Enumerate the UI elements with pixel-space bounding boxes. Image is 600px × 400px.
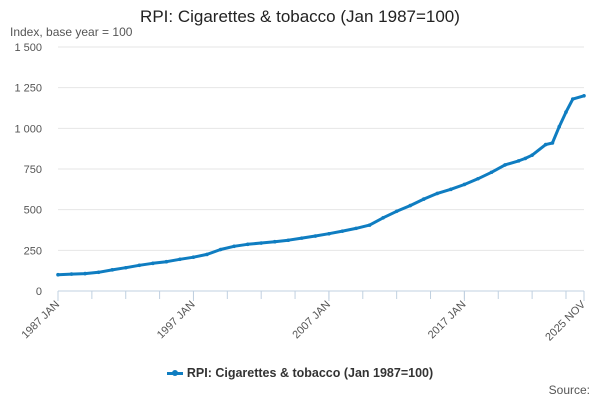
legend-label: RPI: Cigarettes & tobacco (Jan 1987=100): [186, 366, 434, 380]
data-point-0-0[interactable]: [56, 272, 60, 277]
data-point-0-34[interactable]: [516, 159, 521, 163]
data-point-0-42[interactable]: [582, 94, 586, 98]
data-point-0-1[interactable]: [69, 272, 74, 276]
data-point-0-30[interactable]: [462, 182, 467, 187]
data-point-0-5[interactable]: [123, 265, 128, 270]
data-point-0-24[interactable]: [381, 216, 385, 220]
data-point-0-28[interactable]: [435, 191, 440, 196]
data-point-0-23[interactable]: [367, 223, 372, 227]
y-tick-label-6: 1 500: [14, 42, 42, 54]
data-point-0-26[interactable]: [408, 203, 413, 208]
legend[interactable]: RPI: Cigarettes & tobacco (Jan 1987=100): [0, 366, 600, 380]
y-tick-label-3: 750: [24, 164, 42, 176]
data-point-0-6[interactable]: [137, 263, 142, 268]
y-axis-ticks: 0 250 500 750 1 000 1 250 1 500: [14, 42, 42, 298]
data-point-0-14[interactable]: [245, 242, 250, 247]
data-point-0-25[interactable]: [394, 209, 399, 214]
data-point-0-31[interactable]: [476, 176, 480, 181]
y-tick-label-5: 1 250: [14, 83, 42, 95]
legend-swatch: [166, 370, 183, 377]
x-tick-label-3: 2017 JAN: [426, 299, 469, 342]
data-point-0-39[interactable]: [557, 124, 562, 129]
data-point-0-33[interactable]: [503, 163, 507, 167]
x-tick-label-0: 1987 JAN: [19, 299, 62, 342]
data-point-0-40[interactable]: [564, 110, 568, 114]
data-point-0-22[interactable]: [354, 226, 358, 231]
data-point-0-7[interactable]: [151, 261, 155, 266]
data-point-0-20[interactable]: [327, 231, 331, 236]
y-tick-label-4: 1 000: [14, 123, 42, 135]
data-point-0-35[interactable]: [523, 156, 528, 161]
data-point-0-41[interactable]: [570, 97, 575, 101]
x-axis: [57, 290, 585, 301]
data-point-0-18[interactable]: [300, 236, 304, 240]
gridlines: [58, 46, 584, 292]
data-point-0-4[interactable]: [110, 268, 114, 272]
x-tick-label-1: 1997 JAN: [155, 299, 198, 342]
x-axis-ticks: 1987 JAN 1997 JAN 2007 JAN 2017 JAN 2025 NOV: [19, 298, 588, 343]
data-point-0-17[interactable]: [286, 238, 291, 243]
data-point-0-21[interactable]: [340, 229, 345, 233]
y-tick-label-2: 500: [24, 205, 42, 217]
data-point-0-13[interactable]: [232, 244, 236, 249]
data-point-0-10[interactable]: [191, 255, 196, 259]
data-point-0-16[interactable]: [272, 239, 277, 244]
data-point-0-27[interactable]: [421, 197, 426, 201]
data-point-0-12[interactable]: [218, 247, 223, 252]
source-label: Source:: [548, 383, 590, 397]
chart-title: RPI: Cigarettes & tobacco (Jan 1987=100): [140, 7, 460, 26]
x-tick-label-2: 2007 JAN: [290, 299, 333, 342]
y-tick-label-0: 0: [36, 286, 42, 298]
series-line-0[interactable]: [56, 94, 586, 277]
data-point-0-15[interactable]: [259, 241, 263, 245]
data-point-0-8[interactable]: [164, 259, 169, 264]
data-point-0-3[interactable]: [96, 270, 101, 275]
data-point-0-11[interactable]: [205, 252, 209, 257]
data-point-0-2[interactable]: [83, 271, 87, 276]
x-tick-label-4: 2025 NOV: [543, 298, 588, 343]
data-point-0-36[interactable]: [530, 153, 534, 157]
data-point-0-37[interactable]: [543, 142, 548, 147]
data-point-0-32[interactable]: [489, 170, 494, 175]
data-point-0-38[interactable]: [550, 141, 555, 145]
data-point-0-9[interactable]: [178, 257, 182, 262]
y-axis-label: Index, base year = 100: [10, 25, 133, 39]
series-group: [56, 94, 586, 277]
data-point-0-29[interactable]: [449, 187, 453, 192]
y-tick-label-1: 250: [24, 245, 42, 257]
data-point-0-19[interactable]: [313, 234, 318, 238]
